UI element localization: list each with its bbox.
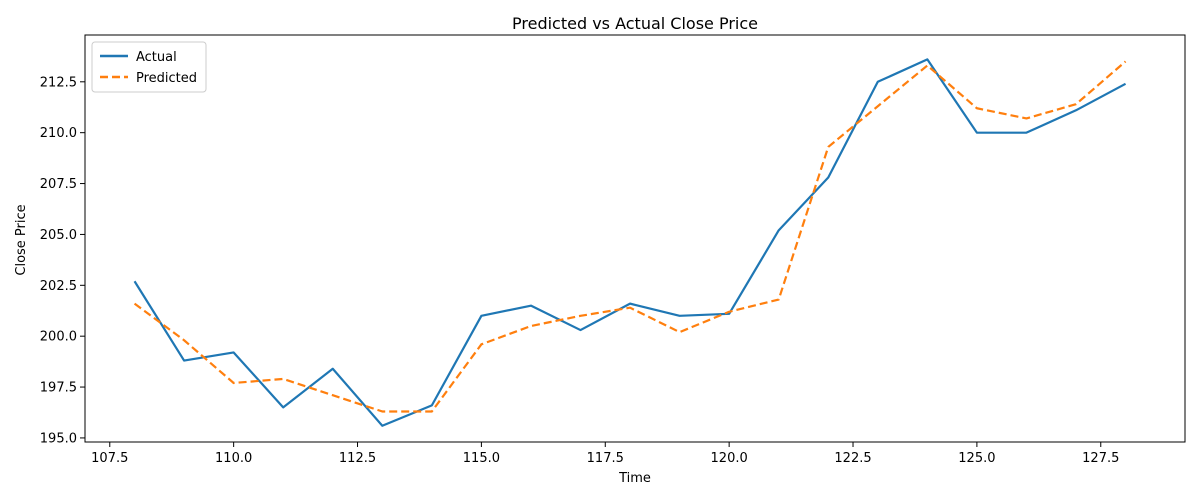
chart-title: Predicted vs Actual Close Price	[512, 14, 758, 33]
y-axis-label: Close Price	[14, 204, 29, 275]
legend: Actual Predicted	[91, 41, 207, 93]
y-tick-label: 212.5	[40, 75, 77, 90]
x-tick-label: 110.0	[215, 451, 252, 466]
x-tick-label: 125.0	[958, 451, 995, 466]
x-tick-label: 127.5	[1082, 451, 1119, 466]
x-tick-label: 107.5	[91, 451, 128, 466]
x-tick-label: 112.5	[339, 451, 376, 466]
y-tick-label: 210.0	[40, 126, 77, 141]
legend-label-actual: Actual	[136, 50, 177, 65]
series-line-predicted	[133, 60, 1127, 413]
y-tick-label: 202.5	[40, 279, 77, 294]
y-tick-label: 207.5	[40, 177, 77, 192]
x-axis: 107.5 110.0 112.5 115.0 117.5 120.0 122.5 125.0…	[91, 442, 1119, 466]
x-tick-label: 115.0	[463, 451, 500, 466]
series-layer	[133, 58, 1127, 427]
y-tick-label: 197.5	[40, 381, 77, 396]
x-tick-label: 120.0	[711, 451, 748, 466]
x-tick-label: 122.5	[834, 451, 871, 466]
y-tick-label: 200.0	[40, 330, 77, 345]
x-tick-label: 117.5	[587, 451, 624, 466]
plot-area	[84, 34, 1186, 443]
y-axis: 195.0 197.5 200.0 202.5 205.0 207.5 210.0 212.5	[40, 75, 85, 446]
series-line-actual	[133, 58, 1127, 427]
x-axis-label: Time	[618, 471, 651, 486]
legend-label-predicted: Predicted	[136, 71, 197, 86]
y-tick-label: 195.0	[40, 431, 77, 446]
legend-box	[91, 41, 207, 93]
y-tick-label: 205.0	[40, 228, 77, 243]
